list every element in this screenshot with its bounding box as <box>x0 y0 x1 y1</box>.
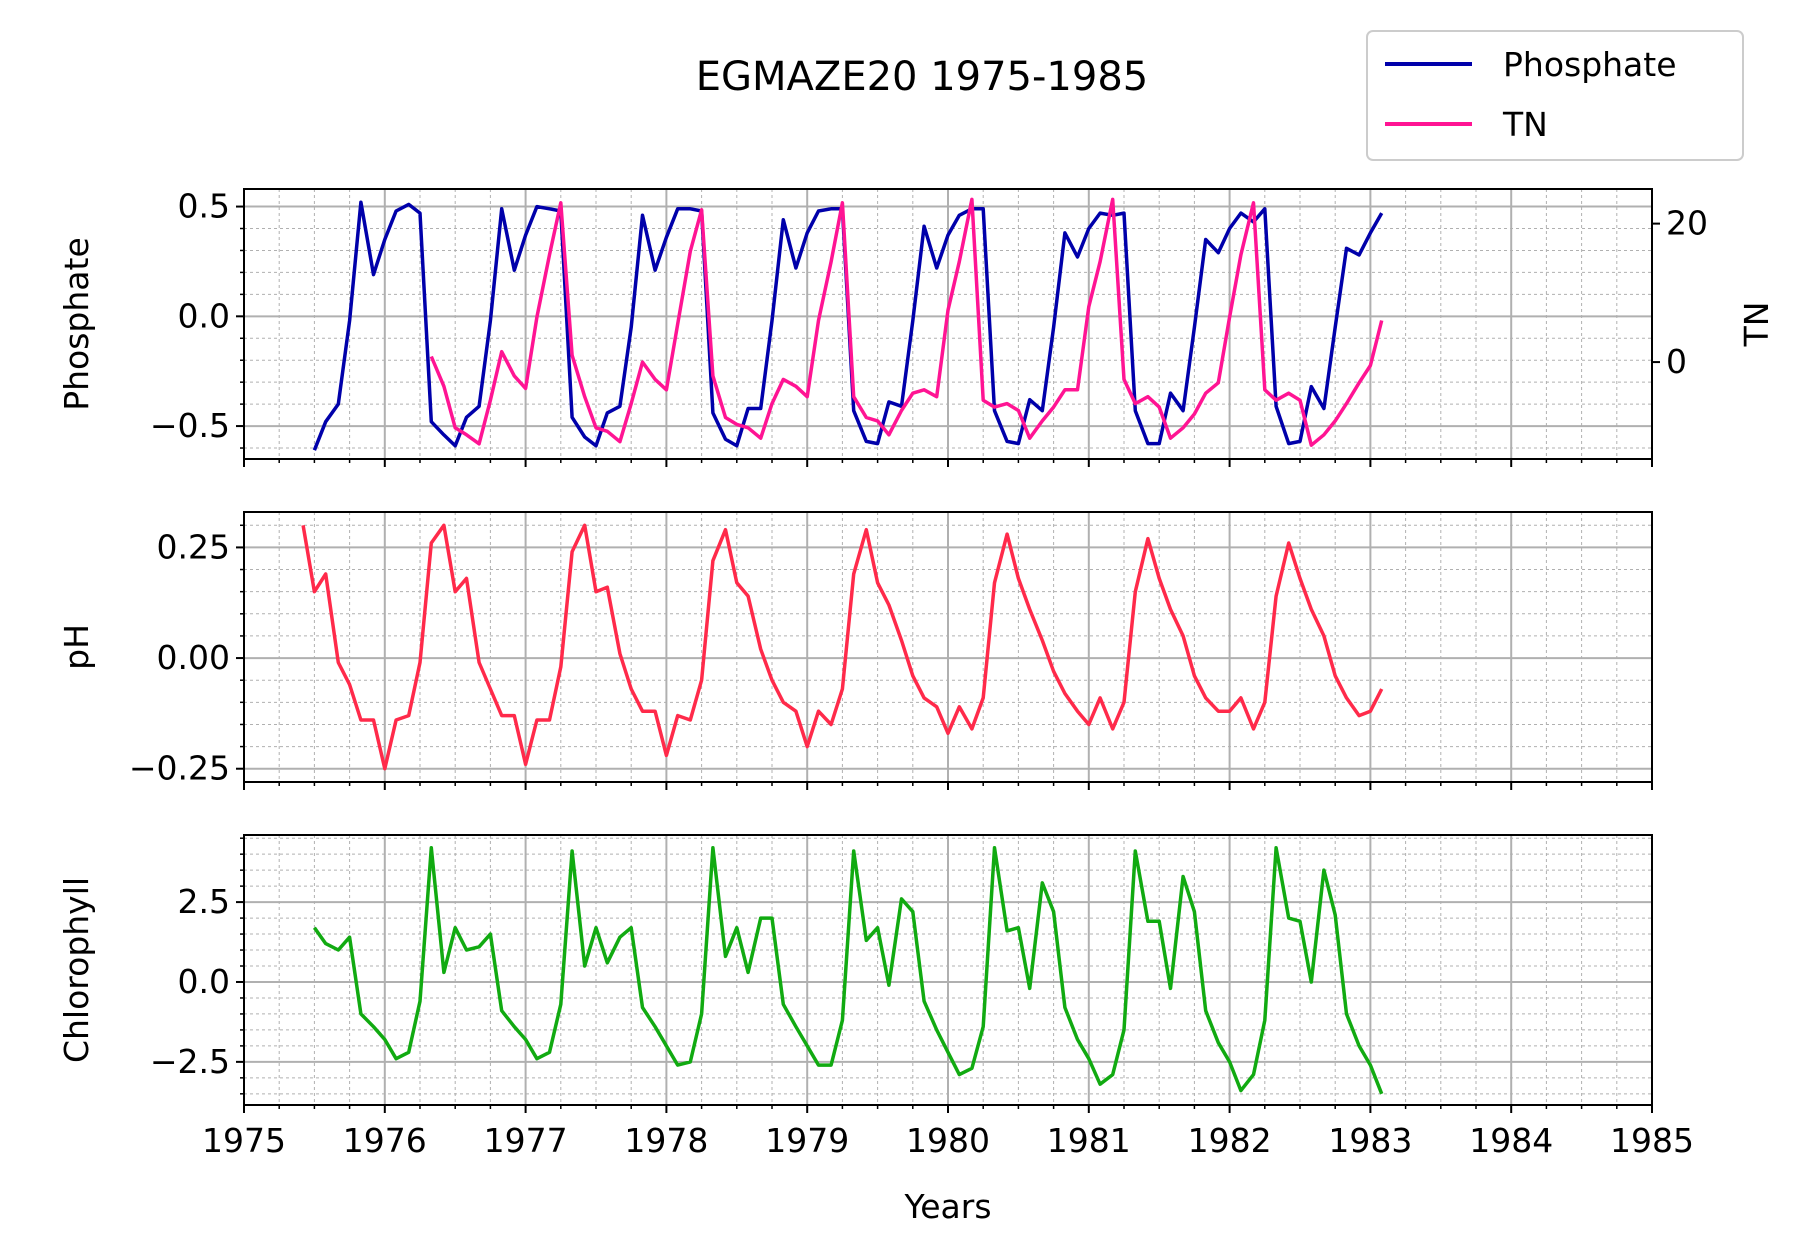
plot-frame <box>243 188 1653 460</box>
series-line-chlorophyll <box>312 846 1384 1095</box>
plot-frame <box>243 834 1653 1106</box>
panel-ph: 0.25 0.00 −0.25 pH <box>57 511 1653 790</box>
right-y-axis-label: TN <box>1737 302 1776 348</box>
y-tick-label: −0.25 <box>129 749 230 788</box>
x-tick-label: 1981 <box>1047 1121 1131 1160</box>
legend: Phosphate TN <box>1366 30 1744 161</box>
x-tick-label: 1975 <box>202 1121 286 1160</box>
y-axis-label: Phosphate <box>57 237 96 411</box>
series-line-tn <box>429 197 1384 447</box>
x-tick-label: 1982 <box>1188 1121 1272 1160</box>
y-axis-label: Chlorophyll <box>57 877 96 1063</box>
x-tick-label: 1983 <box>1328 1121 1412 1160</box>
y-tick-label: 0.0 <box>178 296 230 335</box>
x-axis: 1975 1976 1977 1978 1979 1980 1981 1982 1983 1984… <box>202 1121 1694 1160</box>
x-tick-label: 1979 <box>765 1121 849 1160</box>
legend-label-tn: TN <box>1502 105 1548 144</box>
series-line-ph <box>301 523 1384 771</box>
y-tick-label: 2.5 <box>178 882 230 921</box>
panel-chlorophyll: 2.5 0.0 −2.5 Chlorophyll <box>57 834 1653 1113</box>
y-tick-label: 0.5 <box>178 187 230 226</box>
x-tick-label: 1977 <box>484 1121 568 1160</box>
y-axis-label: pH <box>57 624 96 670</box>
plot-frame <box>243 511 1653 783</box>
x-tick-label: 1978 <box>624 1121 708 1160</box>
panel-phosphate-tn: 0.5 0.0 −0.5 Phosphate 20 0 TN <box>57 187 1776 467</box>
y-tick-label: 0.25 <box>157 527 230 566</box>
y-tick-label: 0.0 <box>178 962 230 1001</box>
x-tick-label: 1976 <box>343 1121 427 1160</box>
y-tick-label: −2.5 <box>150 1042 230 1081</box>
right-y-tick-label: 20 <box>1666 204 1708 243</box>
right-y-tick-label: 0 <box>1666 342 1687 381</box>
x-tick-label: 1984 <box>1469 1121 1553 1160</box>
chart-title: EGMAZE20 1975-1985 <box>696 54 1148 100</box>
legend-label-phosphate: Phosphate <box>1503 45 1677 84</box>
x-tick-label: 1985 <box>1610 1121 1694 1160</box>
y-tick-label: −0.5 <box>150 406 230 445</box>
y-tick-label: 0.00 <box>157 638 230 677</box>
x-axis-label: Years <box>903 1187 991 1226</box>
x-tick-label: 1980 <box>906 1121 990 1160</box>
